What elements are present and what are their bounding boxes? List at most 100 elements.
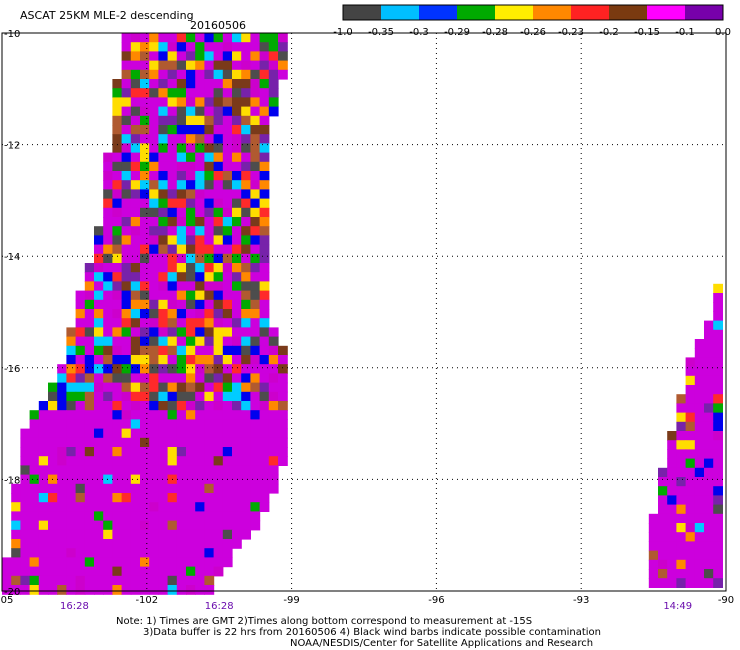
swath-cell — [713, 467, 723, 478]
swath-cell — [176, 318, 187, 328]
swath-cell — [186, 483, 196, 494]
swath-cell — [167, 364, 178, 374]
swath-cell — [38, 566, 49, 577]
swath-cell — [186, 143, 196, 154]
swath-cell — [38, 511, 49, 522]
swath-cell — [213, 401, 224, 411]
swath-cell — [658, 513, 668, 524]
swath-cell — [259, 327, 270, 338]
swath-cell — [195, 290, 205, 301]
swath-cell — [149, 171, 159, 181]
swath-cell — [204, 106, 215, 117]
swath-cell — [149, 235, 159, 246]
swath-cell — [222, 529, 233, 540]
swath-cell — [84, 336, 95, 347]
swath-cell — [232, 309, 242, 319]
swath-cell — [130, 355, 141, 365]
swath-cell — [103, 575, 113, 586]
swath-cell — [250, 336, 261, 347]
swath-cell — [241, 161, 251, 172]
swath-cell — [241, 106, 251, 117]
swath-cell — [158, 585, 169, 595]
swath-cell — [176, 355, 187, 365]
swath-cell — [84, 401, 95, 411]
swath-cell — [204, 447, 215, 457]
swath-cell — [66, 474, 77, 485]
swath-cell — [704, 412, 714, 423]
swath-cell — [204, 263, 215, 273]
swath-cell — [20, 474, 31, 485]
swath-cell — [241, 272, 251, 282]
swath-cell — [121, 483, 132, 494]
swath-cell — [158, 511, 169, 522]
swath-cell — [232, 493, 242, 503]
swath-cell — [130, 217, 141, 227]
swath-cell — [176, 502, 187, 512]
swath-cell — [167, 437, 178, 448]
swath-cell — [213, 456, 224, 466]
swath-cell — [176, 115, 187, 126]
swath-cell — [20, 456, 31, 466]
swath-cell — [38, 410, 49, 420]
swath-cell — [112, 511, 123, 522]
swath-cell — [121, 373, 132, 384]
swath-cell — [20, 465, 31, 476]
swath-cell — [130, 281, 141, 292]
swath-cell — [186, 520, 196, 531]
swath-cell — [66, 539, 77, 549]
swath-cell — [130, 391, 141, 402]
swath-cell — [278, 51, 288, 62]
swath-cell — [29, 557, 40, 568]
swath-cell — [186, 493, 196, 503]
swath-cell — [232, 263, 242, 273]
swath-cell — [149, 51, 159, 62]
swath-cell — [685, 523, 696, 533]
swath-cell — [75, 299, 86, 310]
swath-cell — [158, 428, 169, 439]
swath-cell — [713, 495, 723, 506]
swath-cell — [140, 428, 150, 439]
swath-cell — [167, 502, 178, 512]
swath-cell — [57, 575, 67, 586]
swath-cell — [278, 410, 288, 420]
swath-cell — [158, 382, 169, 393]
swath-cell — [158, 566, 169, 577]
swath-cell — [20, 520, 31, 531]
swath-cell — [176, 281, 187, 292]
legend-swatch — [647, 5, 685, 20]
swath-cell — [268, 336, 279, 347]
swath-cell — [158, 419, 169, 430]
swath-cell — [167, 299, 178, 310]
swath-cell — [140, 299, 150, 310]
swath-cell — [694, 458, 705, 469]
swath-cell — [130, 502, 141, 512]
swath-cell — [121, 33, 132, 43]
swath-cell — [195, 520, 205, 531]
swath-cell — [84, 447, 95, 457]
swath-cell — [694, 495, 705, 506]
swath-cell — [250, 456, 261, 466]
swath-cell — [84, 318, 95, 328]
swath-cell — [195, 272, 205, 282]
swath-cell — [121, 152, 132, 163]
swath-cell — [704, 431, 714, 441]
swath-cell — [158, 410, 169, 420]
swath-cell — [167, 143, 178, 154]
swath-cell — [667, 467, 677, 478]
swath-cell — [38, 493, 49, 503]
swath-cell — [204, 51, 215, 62]
swath-cell — [103, 373, 113, 384]
swath-cell — [66, 483, 77, 494]
swath-cell — [167, 575, 178, 586]
swath-cell — [121, 456, 132, 466]
swath-cell — [222, 97, 233, 108]
swath-cell — [20, 483, 31, 494]
swath-cell — [66, 502, 77, 512]
swath-cell — [259, 410, 270, 420]
swath-cell — [103, 253, 113, 264]
swath-cell — [75, 548, 86, 558]
swath-cell — [259, 33, 270, 43]
swath-cell — [648, 559, 659, 570]
swath-cell — [195, 33, 205, 43]
swath-cell — [241, 143, 251, 154]
